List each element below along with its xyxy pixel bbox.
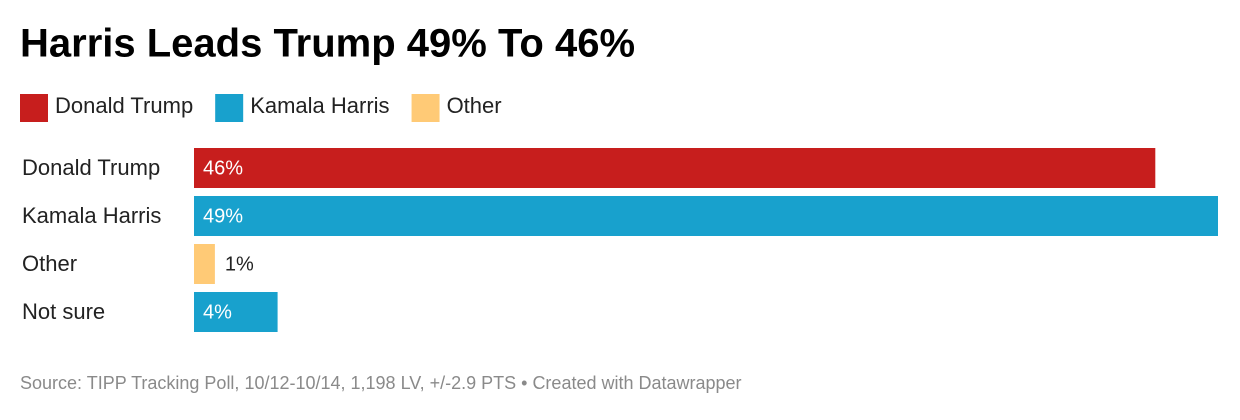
legend-label: Kamala Harris [250, 93, 389, 118]
bar [194, 148, 1156, 188]
chart-title: Harris Leads Trump 49% To 46% [20, 22, 635, 66]
value-label: 46% [203, 157, 243, 179]
legend-swatch [20, 94, 48, 122]
bar [194, 196, 1218, 236]
legend-label: Other [447, 93, 502, 118]
category-label: Donald Trump [22, 155, 160, 180]
legend-swatch [215, 94, 244, 122]
category-label: Not sure [22, 299, 105, 324]
value-label: 49% [203, 205, 243, 227]
category-label: Other [22, 251, 77, 276]
legend-label: Donald Trump [55, 93, 193, 118]
category-label: Kamala Harris [22, 203, 161, 228]
value-label: 1% [225, 253, 254, 275]
bar [194, 244, 215, 284]
legend-swatch [411, 94, 440, 122]
value-label: 4% [203, 301, 232, 323]
bar [194, 292, 278, 332]
source-note: Source: TIPP Tracking Poll, 10/12-10/14,… [20, 373, 742, 393]
